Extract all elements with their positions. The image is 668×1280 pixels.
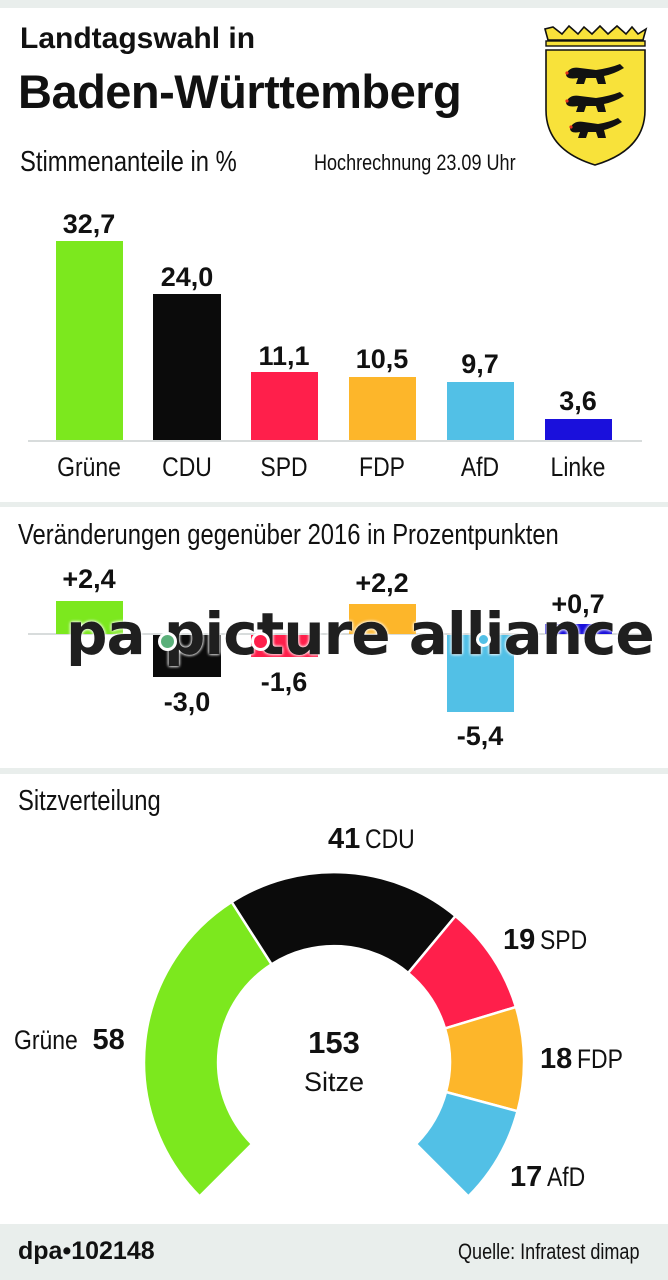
change-bar-fdp	[349, 604, 416, 634]
source: Quelle: Infratest dimap	[458, 1239, 640, 1264]
section-title-seats: Sitzverteilung	[18, 785, 161, 817]
seat-segment-afd	[414, 1090, 519, 1198]
baseline	[28, 440, 642, 442]
coat-of-arms-icon	[544, 24, 648, 166]
bar-cdu	[153, 294, 221, 440]
separator	[0, 768, 668, 774]
seat-segment-gruene	[142, 900, 273, 1198]
seat-label-fdp: 18 FDP	[540, 1043, 623, 1075]
value-label: 10,5	[355, 344, 409, 374]
category-label: Grüne	[57, 452, 121, 482]
title-line1: Landtagswahl in	[20, 22, 256, 55]
footer	[0, 1224, 668, 1280]
bar-afd	[447, 382, 514, 440]
category-label: FDP	[359, 452, 405, 482]
category-label: Linke	[550, 452, 606, 482]
category-label: SPD	[260, 452, 308, 482]
zero-line	[28, 633, 642, 635]
seat-label-gruene: Grüne 58	[14, 1024, 125, 1056]
projection-time: Hochrechnung 23.09 Uhr	[314, 150, 516, 175]
total-seats: 153	[308, 1025, 360, 1060]
change-label: +0,7	[551, 589, 605, 619]
total-seats-label: Sitze	[303, 1067, 365, 1097]
seat-label-cdu: 41 CDU	[328, 823, 415, 855]
bar-gruene	[56, 241, 123, 440]
value-label: 9,7	[461, 349, 499, 379]
change-bar-afd	[447, 635, 514, 712]
value-label: 11,1	[258, 341, 310, 371]
change-label: -3,0	[163, 687, 211, 717]
section-title-changes: Veränderungen gegenüber 2016 in Prozentp…	[18, 519, 559, 551]
watermark-dot-icon	[476, 632, 491, 647]
bar-spd	[251, 372, 318, 440]
change-label: -1,6	[260, 667, 308, 697]
change-label: -5,4	[456, 721, 504, 751]
bar-linke	[545, 419, 612, 440]
page-title: Baden-Württemberg	[18, 65, 462, 118]
change-label: +2,4	[62, 564, 116, 594]
change-label: +2,2	[355, 568, 409, 598]
top-band	[0, 0, 668, 8]
change-bar-gruene	[56, 601, 123, 634]
value-label: 3,6	[559, 386, 597, 416]
seat-label-afd: 17 AfD	[510, 1161, 585, 1193]
change-bar-linke	[545, 624, 612, 634]
value-label: 24,0	[160, 262, 214, 292]
subtitle: Stimmenanteile in %	[20, 146, 237, 178]
category-label: AfD	[460, 452, 500, 482]
watermark-dot-icon	[251, 632, 270, 651]
category-label: CDU	[162, 452, 212, 482]
separator	[0, 502, 668, 507]
seat-label-spd: 19 SPD	[503, 924, 587, 956]
value-label: 32,7	[62, 209, 116, 239]
dpa-id: dpa•102148	[18, 1237, 155, 1265]
bar-fdp	[349, 377, 416, 440]
watermark-dot-icon	[158, 632, 177, 651]
